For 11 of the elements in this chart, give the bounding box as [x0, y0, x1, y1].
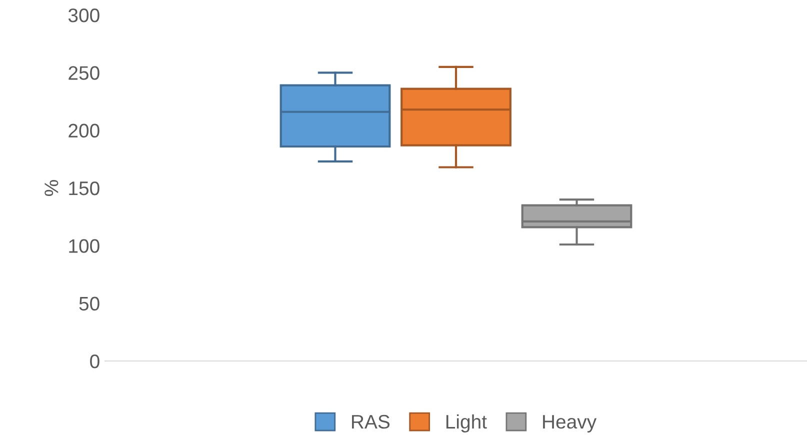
legend-label: Heavy: [543, 415, 597, 432]
y-tick-label: 300: [68, 8, 100, 22]
legend-label: RAS: [352, 414, 390, 429]
y-tick-label: 100: [69, 239, 100, 253]
legend-label: Light: [446, 414, 487, 432]
y-tick-label: 200: [68, 124, 100, 138]
y-tick-label: 250: [68, 66, 100, 80]
y-tick-label: 50: [79, 296, 100, 311]
y-tick-label: 150: [69, 181, 100, 196]
y-tick-label: 0: [90, 354, 100, 368]
y-axis-title: %: [44, 180, 58, 196]
